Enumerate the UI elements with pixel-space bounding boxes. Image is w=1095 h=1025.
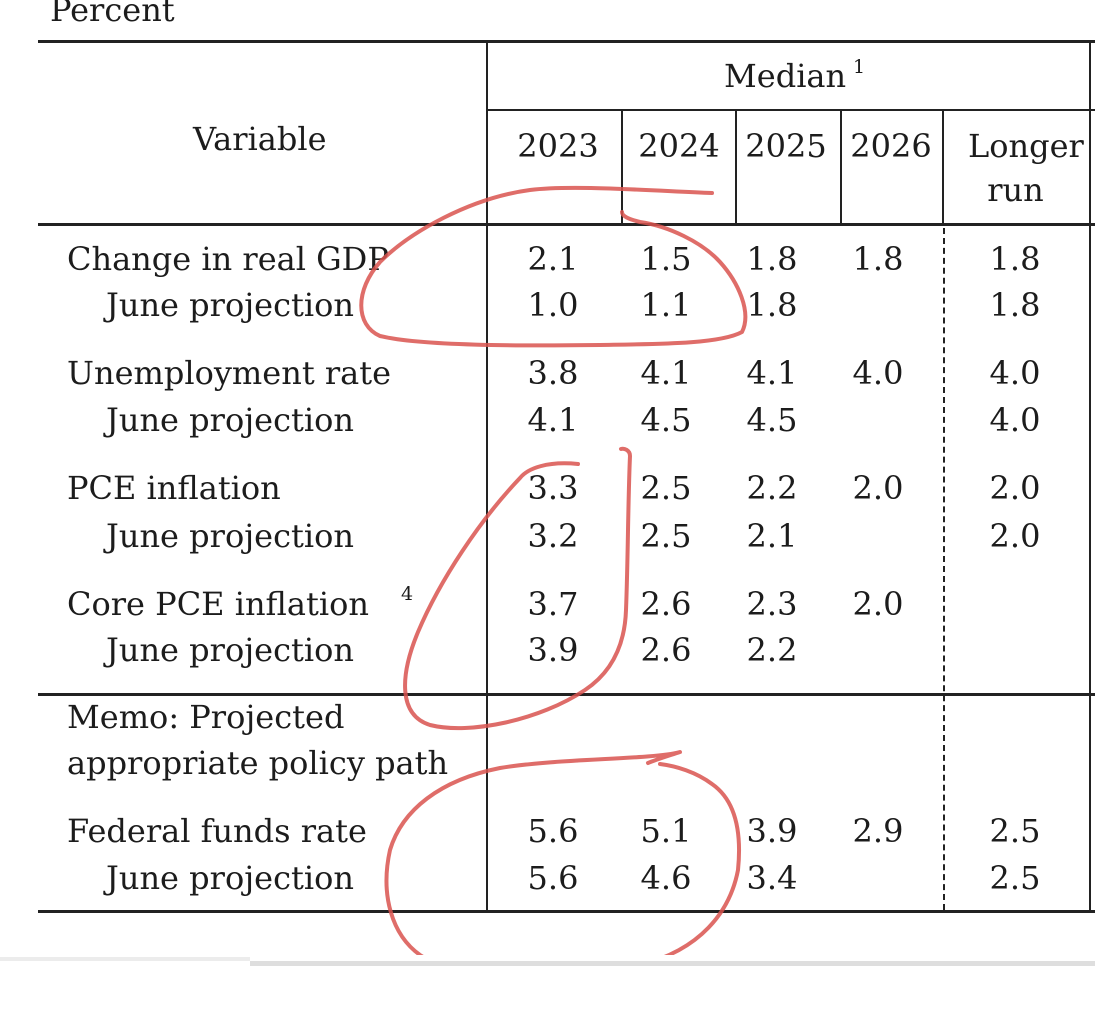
cell-longer-run: 4.0 [989, 401, 1041, 439]
cell-2024: 4.1 [640, 354, 692, 392]
year-divider-4 [942, 110, 944, 224]
cell-2024: 4.6 [640, 859, 692, 897]
cell-2025: 3.4 [746, 859, 798, 897]
cell-2023: 3.7 [527, 585, 579, 623]
row-label: June projection [106, 631, 354, 669]
year-divider-3 [840, 110, 842, 224]
year-2026-header: 2026 [850, 127, 932, 165]
row-label: Core PCE inflation [67, 585, 369, 623]
memo-line1: Memo: Projected [67, 698, 345, 736]
cell-longer-run: 1.8 [989, 286, 1041, 324]
cell-2024: 2.5 [640, 517, 692, 555]
cell-2025: 1.8 [746, 240, 798, 278]
cell-2024: 2.6 [640, 631, 692, 669]
cell-2025: 1.8 [746, 286, 798, 324]
page-edge-shadow-right [250, 961, 1095, 966]
row-label: June projection [106, 401, 354, 439]
memo-top-rule [38, 693, 1095, 696]
cell-longer-run: 4.0 [989, 354, 1041, 392]
cell-2025: 3.9 [746, 812, 798, 850]
row-label: June projection [106, 859, 354, 897]
longer-run-header-line2: run [987, 171, 1044, 209]
cell-2024: 5.1 [640, 812, 692, 850]
gdp-circle-annotation [359, 185, 748, 348]
cell-longer-run: 2.5 [989, 859, 1041, 897]
cell-2025: 2.2 [746, 631, 798, 669]
cell-2023: 1.0 [527, 286, 579, 324]
year-2024-header: 2024 [638, 127, 720, 165]
median-rule [488, 109, 1095, 111]
header-bottom-rule [38, 223, 1095, 226]
cell-2025: 2.3 [746, 585, 798, 623]
cell-2024: 1.5 [640, 240, 692, 278]
row-label: Change in real GDP [67, 240, 389, 278]
row-label: Unemployment rate [67, 354, 392, 392]
cell-2023: 5.6 [527, 812, 579, 850]
row-label: June projection [106, 286, 354, 324]
cell-2023: 4.1 [527, 401, 579, 439]
inflation-circle-annotation [403, 446, 632, 731]
cell-2024: 1.1 [640, 286, 692, 324]
cell-2024: 2.5 [640, 469, 692, 507]
variable-column-divider [486, 40, 488, 912]
units-label: Percent [50, 0, 175, 29]
cell-longer-run: 2.0 [989, 517, 1041, 555]
cell-2026: 2.9 [852, 812, 904, 850]
cell-2025: 4.1 [746, 354, 798, 392]
cell-2023: 3.8 [527, 354, 579, 392]
table-top-rule [38, 40, 1095, 43]
median-footnote: 1 [853, 56, 866, 78]
fed-funds-circle-annotation [384, 750, 742, 979]
row-label: June projection [106, 517, 354, 555]
year-2025-header: 2025 [745, 127, 827, 165]
cell-2026: 4.0 [852, 354, 904, 392]
page-bottom-edge [0, 955, 1095, 1025]
cell-2026: 1.8 [852, 240, 904, 278]
cell-longer-run: 1.8 [989, 240, 1041, 278]
row-footnote: 4 [401, 583, 414, 605]
year-divider-2 [735, 110, 737, 224]
cell-2023: 2.1 [527, 240, 579, 278]
cell-2023: 3.9 [527, 631, 579, 669]
page-edge-shadow-left [0, 957, 250, 961]
right-edge-divider [1089, 40, 1091, 912]
cell-2024: 4.5 [640, 401, 692, 439]
year-2023-header: 2023 [517, 127, 599, 165]
cell-2023: 3.2 [527, 517, 579, 555]
median-header: Median [724, 57, 847, 95]
cell-2025: 4.5 [746, 401, 798, 439]
row-label: PCE inflation [67, 469, 281, 507]
memo-line2: appropriate policy path [67, 744, 449, 782]
cell-longer-run: 2.5 [989, 812, 1041, 850]
cell-2025: 2.1 [746, 517, 798, 555]
cell-2025: 2.2 [746, 469, 798, 507]
cell-2026: 2.0 [852, 469, 904, 507]
longer-run-dashed-divider [943, 228, 945, 910]
table-bottom-rule [38, 910, 1095, 913]
cell-2023: 3.3 [527, 469, 579, 507]
row-label: Federal funds rate [67, 812, 367, 850]
cell-2023: 5.6 [527, 859, 579, 897]
cell-2026: 2.0 [852, 585, 904, 623]
cell-2024: 2.6 [640, 585, 692, 623]
variable-header: Variable [193, 120, 327, 158]
year-divider-1 [621, 110, 623, 224]
cell-longer-run: 2.0 [989, 469, 1041, 507]
